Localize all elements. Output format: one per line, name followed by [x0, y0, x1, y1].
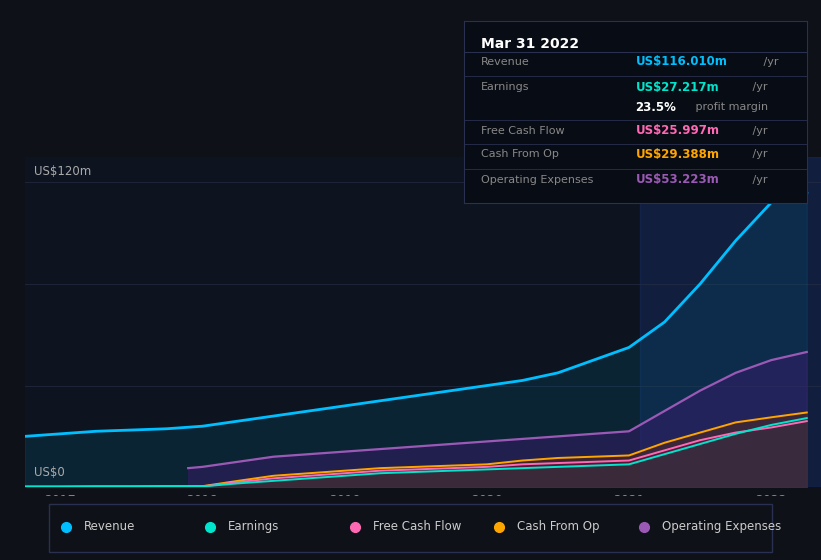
Text: profit margin: profit margin [692, 102, 768, 112]
Text: 23.5%: 23.5% [635, 101, 677, 114]
Text: Free Cash Flow: Free Cash Flow [481, 126, 565, 136]
Bar [640, 157, 821, 487]
Text: Free Cash Flow: Free Cash Flow [373, 520, 461, 533]
Text: /yr: /yr [749, 175, 767, 185]
Text: /yr: /yr [749, 150, 767, 160]
Text: Revenue: Revenue [84, 520, 135, 533]
Text: Operating Expenses: Operating Expenses [662, 520, 781, 533]
Text: US$116.010m: US$116.010m [635, 55, 727, 68]
Text: Cash From Op: Cash From Op [481, 150, 559, 160]
Bar [49, 504, 772, 552]
Text: Cash From Op: Cash From Op [517, 520, 599, 533]
Text: Operating Expenses: Operating Expenses [481, 175, 594, 185]
Text: Earnings: Earnings [228, 520, 280, 533]
Text: Revenue: Revenue [481, 57, 530, 67]
Text: Earnings: Earnings [481, 82, 530, 92]
Text: US$120m: US$120m [34, 165, 91, 178]
Text: US$0: US$0 [34, 466, 65, 479]
Text: /yr: /yr [749, 126, 767, 136]
Text: US$53.223m: US$53.223m [635, 174, 719, 186]
Text: Mar 31 2022: Mar 31 2022 [481, 37, 579, 51]
Text: US$27.217m: US$27.217m [635, 81, 719, 94]
Text: /yr: /yr [760, 57, 778, 67]
Text: US$25.997m: US$25.997m [635, 124, 719, 137]
Text: /yr: /yr [749, 82, 767, 92]
Text: US$29.388m: US$29.388m [635, 148, 719, 161]
